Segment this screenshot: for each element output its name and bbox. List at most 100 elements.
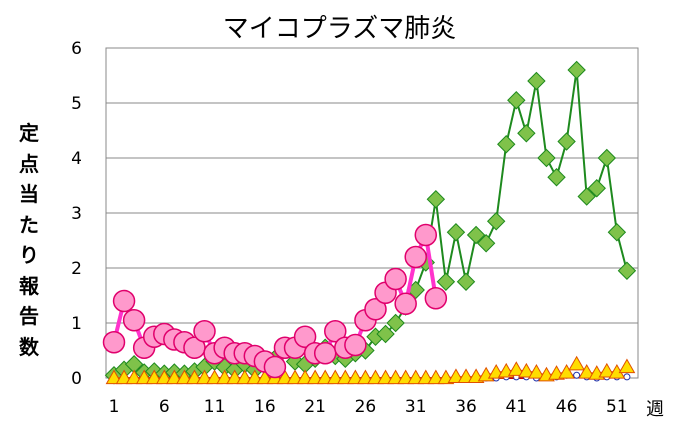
data-point-pink bbox=[112, 289, 136, 313]
data-point-pink bbox=[193, 320, 216, 343]
data-point-yellow bbox=[145, 369, 163, 385]
data-point-green bbox=[476, 234, 496, 253]
data-point-yellow bbox=[105, 369, 123, 385]
data-point-yellow bbox=[226, 369, 244, 385]
data-point-yellow bbox=[246, 369, 264, 385]
data-point-pink bbox=[404, 245, 427, 269]
data-point-yellow bbox=[507, 361, 525, 376]
y-axis-label-char: た bbox=[19, 212, 39, 237]
data-point-pink bbox=[324, 320, 347, 343]
data-point-green bbox=[587, 179, 606, 198]
data-point-blue bbox=[623, 373, 631, 381]
data-point-yellow bbox=[528, 363, 545, 379]
x-tick-label: 16 bbox=[254, 397, 276, 417]
data-point-yellow bbox=[357, 369, 374, 385]
data-point-yellow bbox=[578, 363, 596, 379]
data-point-yellow bbox=[176, 369, 193, 385]
x-tick-label: 21 bbox=[304, 397, 326, 417]
data-point-green bbox=[446, 223, 466, 242]
data-point-yellow bbox=[276, 369, 294, 385]
data-point-green bbox=[507, 91, 526, 110]
x-tick-label: 1 bbox=[109, 397, 120, 417]
data-point-green bbox=[537, 148, 556, 168]
data-point-green bbox=[466, 225, 486, 245]
y-axis-label-char: 数 bbox=[19, 334, 39, 359]
data-point-green bbox=[376, 324, 395, 344]
y-axis-label-char: 報 bbox=[19, 273, 39, 298]
x-tick-label: 41 bbox=[505, 397, 527, 417]
data-point-yellow bbox=[125, 369, 143, 385]
y-tick-label: 3 bbox=[71, 204, 82, 224]
data-point-yellow bbox=[427, 369, 445, 385]
x-tick-label: 31 bbox=[405, 397, 427, 417]
data-point-yellow bbox=[397, 369, 415, 385]
data-point-yellow bbox=[407, 369, 425, 385]
data-point-yellow bbox=[296, 369, 314, 385]
data-point-yellow bbox=[165, 369, 183, 385]
data-point-green bbox=[577, 187, 596, 206]
data-point-yellow bbox=[186, 369, 203, 385]
data-point-yellow bbox=[135, 369, 153, 385]
data-point-yellow bbox=[367, 369, 384, 385]
data-point-pink bbox=[384, 267, 407, 291]
data-point-green bbox=[617, 261, 637, 280]
data-point-yellow bbox=[286, 369, 304, 385]
data-point-yellow bbox=[558, 363, 575, 379]
data-point-green bbox=[567, 60, 586, 80]
data-point-pink bbox=[424, 287, 448, 310]
data-point-yellow bbox=[377, 369, 394, 385]
data-point-green bbox=[436, 272, 456, 291]
data-point-yellow bbox=[196, 369, 213, 385]
data-point-pink bbox=[102, 331, 126, 354]
data-point-green bbox=[497, 135, 516, 154]
y-axis-label-char: 告 bbox=[19, 304, 39, 328]
data-point-yellow bbox=[306, 369, 324, 385]
x-axis-unit-label: 週 bbox=[646, 399, 664, 420]
data-point-yellow bbox=[447, 368, 465, 384]
y-tick-label: 5 bbox=[71, 94, 82, 114]
data-point-pink bbox=[394, 292, 417, 315]
data-point-green bbox=[517, 124, 536, 143]
x-tick-label: 11 bbox=[204, 397, 226, 417]
data-point-green bbox=[456, 272, 476, 291]
data-point-pink bbox=[263, 355, 287, 379]
data-point-green bbox=[607, 223, 627, 242]
data-point-yellow bbox=[336, 369, 354, 385]
data-point-green bbox=[527, 71, 546, 91]
data-point-green bbox=[597, 148, 617, 168]
y-tick-label: 0 bbox=[71, 369, 82, 389]
y-tick-label: 6 bbox=[71, 39, 82, 59]
data-point-yellow bbox=[347, 369, 364, 385]
data-point-yellow bbox=[256, 369, 274, 385]
chart-title: マイコプラズマ肺炎 bbox=[222, 14, 457, 44]
data-point-pink bbox=[414, 223, 438, 247]
data-point-pink bbox=[313, 342, 337, 365]
data-point-yellow bbox=[517, 362, 535, 378]
y-axis-label: 定 点 当 た り 報 告 数 bbox=[14, 118, 44, 362]
data-point-yellow bbox=[236, 369, 254, 385]
y-axis-label-char: り bbox=[19, 243, 39, 267]
y-axis-label-char: 点 bbox=[19, 151, 39, 176]
data-point-yellow bbox=[216, 369, 233, 385]
data-point-green bbox=[486, 212, 506, 231]
data-point-pink bbox=[122, 309, 146, 332]
data-point-green bbox=[386, 313, 405, 333]
data-point-pink bbox=[364, 298, 387, 321]
y-axis-label-char: 定 bbox=[19, 121, 39, 145]
data-point-pink bbox=[344, 333, 367, 357]
x-tick-label: 26 bbox=[355, 397, 377, 417]
data-point-green bbox=[557, 132, 576, 151]
y-tick-label: 2 bbox=[71, 259, 82, 279]
x-tick-label: 36 bbox=[455, 397, 477, 417]
data-point-yellow bbox=[618, 358, 636, 374]
data-point-yellow bbox=[457, 368, 475, 384]
y-tick-label: 4 bbox=[71, 149, 82, 169]
data-point-yellow bbox=[316, 369, 334, 385]
data-point-green bbox=[426, 190, 446, 209]
data-point-yellow bbox=[568, 355, 586, 371]
data-point-yellow bbox=[115, 369, 133, 385]
y-tick-label: 1 bbox=[71, 314, 82, 334]
data-point-yellow bbox=[417, 369, 435, 385]
data-point-yellow bbox=[155, 369, 173, 385]
